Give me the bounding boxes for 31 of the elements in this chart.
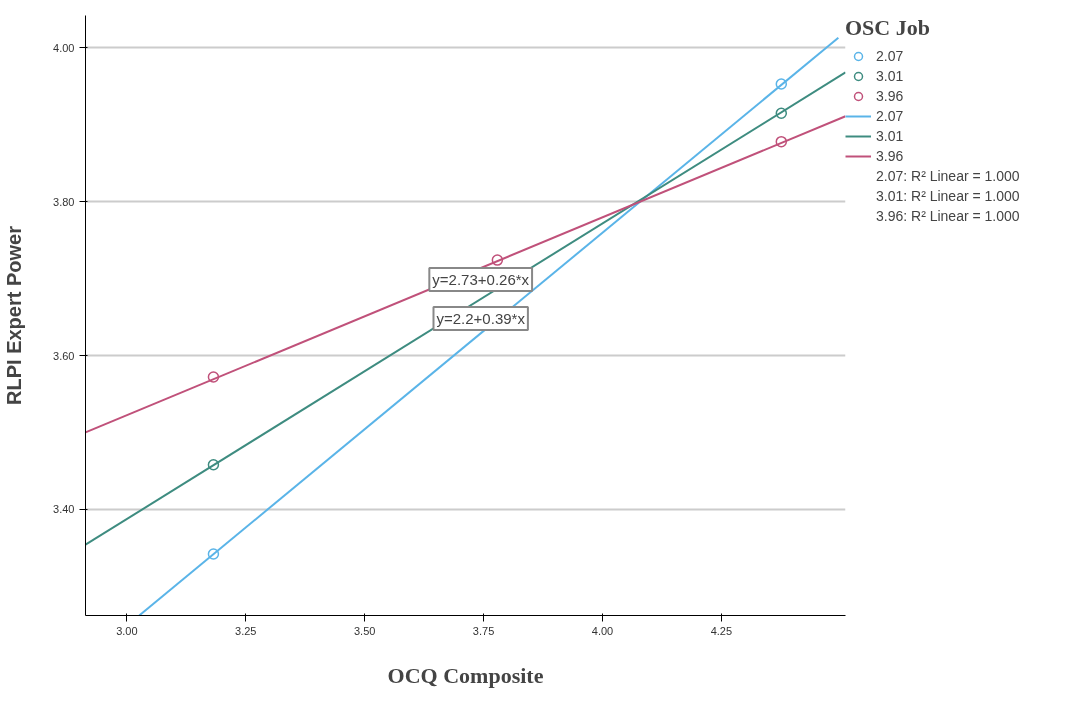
y-tick-label: 3.80 xyxy=(53,195,75,208)
legend-label: 2.07 xyxy=(876,48,904,64)
x-tick-label: 4.00 xyxy=(591,624,614,637)
x-tick-label: 3.00 xyxy=(116,624,138,637)
point xyxy=(775,135,788,148)
text: 3.01: R² Linear = 1.000 xyxy=(876,188,1020,204)
text: 2.07: R² Linear = 1.000 xyxy=(876,168,1020,184)
legend-title: OSC Job xyxy=(845,15,931,41)
legend-label: 3.01 xyxy=(876,68,904,84)
x-tick-label: 4.25 xyxy=(710,624,733,637)
x-tick-label: 3.50 xyxy=(353,624,376,637)
point xyxy=(491,254,504,266)
point xyxy=(207,371,220,383)
legend-label: 2.07 xyxy=(876,108,904,124)
legend-label: 3.01 xyxy=(876,128,904,144)
text: 3.96: R² Linear = 1.000 xyxy=(876,208,1020,224)
y-tick-label: 3.60 xyxy=(53,349,75,362)
y-tick-label: 3.40 xyxy=(53,503,75,516)
x-tick-label: 3.25 xyxy=(235,624,257,637)
annotation: y=2.73+0.26*x xyxy=(432,271,530,288)
y-axis-title: RLPI Expert Power xyxy=(3,225,26,405)
point xyxy=(775,107,788,119)
point xyxy=(207,458,220,471)
y-tick-label: 4.00 xyxy=(53,41,75,54)
x-axis-title: OCQ Composite xyxy=(387,662,544,688)
legend-label: 3.96 xyxy=(876,148,904,164)
x-tick-label: 3.75 xyxy=(472,624,495,637)
annotation: y=2.2+0.39*x xyxy=(436,310,526,327)
point xyxy=(775,78,788,90)
point xyxy=(207,548,220,560)
legend-label: 3.96 xyxy=(876,88,904,104)
